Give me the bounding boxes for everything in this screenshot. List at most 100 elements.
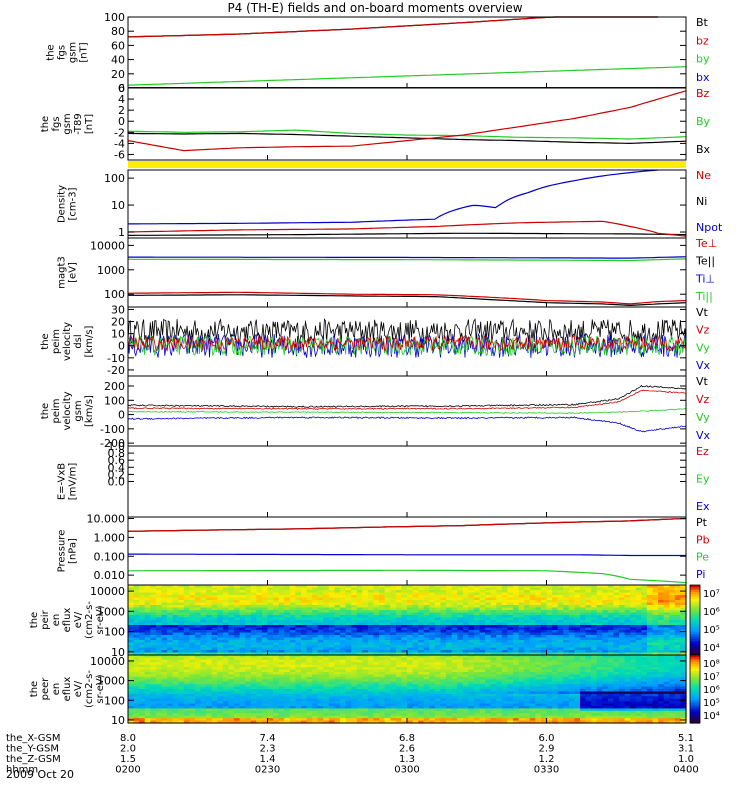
y-axis-label: E=-VxB [57,463,68,500]
series-line-Te⊥ [128,291,687,305]
y-axis-label: (cm2-s- [84,670,95,708]
panel-9: 10⁷ 10⁶ 10⁵ 10⁴ 10000 1000 100 10 the peir en eflux… [29,584,720,659]
y-axis-label: peim [51,329,62,354]
y-axis-label: [nPa] [68,538,79,564]
colorbar-tick-label: 10⁷ [703,672,720,683]
footer-value: 1.0 [678,754,694,765]
legend-entry: Pt [696,516,708,529]
y-tick-label: 10 [111,646,125,659]
footer-value: 1.3 [399,754,415,765]
footer-value: 0300 [394,765,419,776]
footer-value: 0400 [673,765,698,776]
series-line-bz [127,16,659,38]
y-axis-label: [km/s] [84,325,95,357]
legend-1: Bt bz by bx [696,16,710,84]
legend-entry: Ez [696,445,709,458]
legend-2: Bz By Bx [696,87,711,156]
y-axis-label: magt3 [57,256,68,289]
series-line-Bz [127,90,687,152]
y-tick-label: 100 [104,11,125,24]
legend-3: Ne Ni Npot [696,169,723,234]
y-axis-label: [mV/m] [68,463,79,501]
footer-value: 8.0 [120,733,136,744]
colorbar-tick-label: 10⁵ [703,625,720,636]
y-tick-label: 100 [104,694,125,707]
y-tick-label: 1000 [97,605,125,618]
y-axis-label: peim [51,398,62,423]
y-axis-label: eV/ [73,680,84,697]
y-tick-label: 0 [118,409,125,422]
y-tick-label: 6 [118,82,125,95]
panel-frame [127,445,687,518]
y-tick-label: 200 [104,380,125,393]
series-line-Npot [128,169,659,225]
legend-entry: bx [696,71,710,84]
y-tick-label: -2 [114,126,125,139]
legend-entry: Vt [696,306,709,319]
y-tick-label: -4 [114,137,125,150]
y-axis-label: velocity [62,322,73,361]
y-tick-label: 1000 [97,675,125,688]
footer-value: 2.3 [260,744,276,755]
legend-entry: Ni [696,195,707,208]
y-axis-label: Pressure [57,530,68,573]
legend-entry: Te⊥ [695,237,717,250]
y-axis-label: eflux [62,608,73,633]
panel-7: Ez Ey Ex 1.00.80.60.40.20.0 E=-VxB [mV/m] [57,440,710,518]
y-tick-label: -10 [107,352,125,365]
legend-entry: bz [696,34,709,47]
y-tick-label: 10000 [90,585,125,598]
y-tick-label: 100 [104,288,125,301]
y-axis-label: -T89 [73,113,84,135]
y-axis-label: [km/s] [84,395,95,427]
y-tick-label: 10 [111,714,125,727]
y-axis-label: Density [57,185,68,223]
legend-entry: By [696,115,711,128]
y-axis-label: sr-eV) [95,674,106,703]
y-tick-label: 0.6 [108,454,126,467]
y-tick-label: 1.0 [108,440,126,453]
legend-entry: Bt [696,16,709,29]
legend-entry: Vy [696,411,710,424]
colorbar-tick-label: 10⁷ [703,589,720,600]
legend-entry: Vz [696,393,710,406]
legend-entry: Ne [696,169,711,182]
y-axis-label: fgs [57,45,68,60]
y-tick-label: 40 [111,54,125,67]
y-tick-label: 0 [118,340,125,353]
panel-frame [127,375,687,447]
series-line-Ne [127,220,687,237]
y-tick-label: 0.010 [94,569,126,582]
y-tick-label: 100 [104,626,125,639]
footer-row-label: the_X-GSM [6,733,60,744]
y-axis-label: eV/ [73,611,84,628]
status-bar [128,161,686,168]
y-axis-label: (cm2-s- [84,601,95,639]
y-axis-label: en [51,614,62,627]
footer-value: 2.0 [120,744,136,755]
y-tick-label: 10 [111,199,125,212]
y-tick-label: 2 [118,104,125,117]
legend-entry: Pi [696,568,705,581]
colorbar-9: 10⁷ 10⁶ 10⁵ 10⁴ [689,584,720,656]
y-axis-label: velocity [62,391,73,430]
legend-entry: Vx [696,359,711,372]
y-axis-label: the [29,612,40,628]
y-tick-label: 0.100 [94,550,126,563]
y-axis-label: the [46,44,57,60]
colorbar-10: 10⁸ 10⁷ 10⁶ 10⁵ 10⁴ [689,654,720,724]
y-axis-label: dsl [73,334,84,348]
legend-entry: by [696,53,710,66]
footer-row-label: the_Y-GSM [6,744,59,755]
colorbar-tick-label: 10⁴ [703,711,720,722]
series-line-Pt [127,517,687,532]
y-tick-label: 0 [118,82,125,95]
footer-value: 5.1 [678,733,694,744]
series-line-Bx [127,132,687,145]
legend-entry: Te|| [695,255,715,268]
y-axis-label: sr-eV) [95,605,106,634]
y-tick-label: 100 [104,172,125,185]
